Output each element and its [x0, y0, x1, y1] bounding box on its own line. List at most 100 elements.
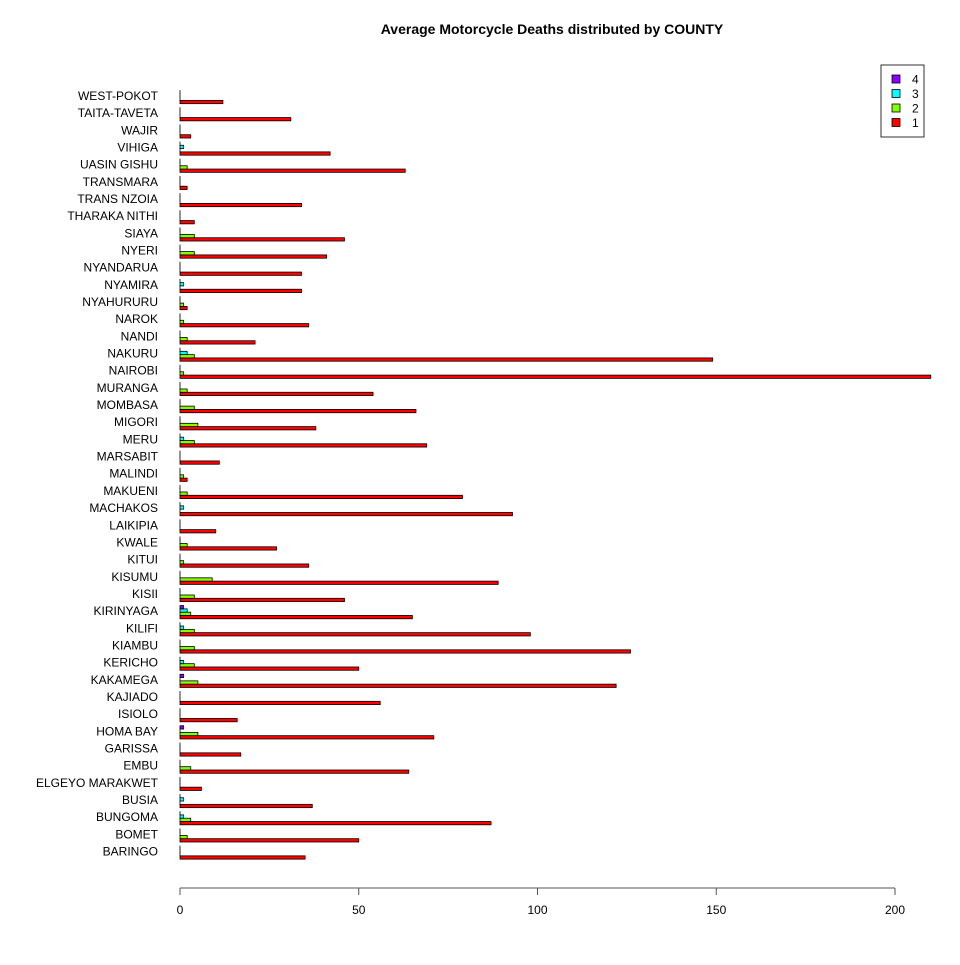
- category-label: NYAMIRA: [104, 278, 158, 292]
- bar-series-2: [180, 234, 194, 237]
- category-label: HOMA BAY: [96, 724, 158, 738]
- category-label: MIGORI: [114, 415, 158, 429]
- bar-series-2: [180, 612, 191, 615]
- category-label: SIAYA: [124, 226, 158, 240]
- category-label: KISII: [132, 587, 158, 601]
- bar-series-3: [180, 660, 184, 663]
- bar-series-3: [180, 815, 184, 818]
- bar-series-1: [180, 306, 187, 309]
- bar-series-2: [180, 475, 184, 478]
- bar-series-2: [180, 595, 194, 598]
- bar-series-2: [180, 629, 194, 632]
- category-label: ISIOLO: [118, 707, 158, 721]
- bar-series-1: [180, 255, 327, 258]
- category-label: BOMET: [115, 827, 158, 841]
- bar-series-2: [180, 440, 194, 443]
- bar-series-1: [180, 461, 219, 464]
- category-label: KIAMBU: [112, 638, 158, 652]
- category-label: GARISSA: [105, 741, 158, 755]
- category-label: MURANGA: [97, 381, 158, 395]
- bar-series-1: [180, 530, 216, 533]
- bar-series-2: [180, 543, 187, 546]
- x-tick-label: 200: [885, 903, 905, 917]
- bar-series-1: [180, 684, 616, 687]
- bar-series-1: [180, 392, 373, 395]
- bar-series-1: [180, 272, 302, 275]
- bar-series-1: [180, 581, 498, 584]
- bar-series-4: [180, 674, 184, 677]
- category-label: TRANSMARA: [83, 175, 158, 189]
- bar-series-1: [180, 186, 187, 189]
- bar-series-3: [180, 506, 184, 509]
- category-label: NAIROBI: [109, 364, 158, 378]
- category-label: BUNGOMA: [96, 810, 158, 824]
- bar-series-2: [180, 818, 191, 821]
- category-label: NYERI: [121, 244, 158, 258]
- bar-series-1: [180, 770, 409, 773]
- x-tick-label: 100: [527, 903, 547, 917]
- bar-series-1: [180, 701, 380, 704]
- bar-series-1: [180, 598, 344, 601]
- bar-series-2: [180, 355, 194, 358]
- bar-series-1: [180, 444, 427, 447]
- bar-series-3: [180, 351, 187, 354]
- category-label: MARSABIT: [97, 450, 159, 464]
- legend-label: 1: [912, 116, 919, 130]
- bar-series-2: [180, 252, 194, 255]
- legend-swatch: [892, 104, 900, 112]
- bar-series-1: [180, 856, 305, 859]
- category-label: KAJIADO: [107, 690, 158, 704]
- bar-series-1: [180, 736, 434, 739]
- category-label: LAIKIPIA: [109, 518, 158, 532]
- bar-series-1: [180, 615, 412, 618]
- bar-series-1: [180, 718, 237, 721]
- bar-series-2: [180, 303, 184, 306]
- bar-series-2: [180, 423, 198, 426]
- bar-series-4: [180, 726, 184, 729]
- bar-series-2: [180, 647, 194, 650]
- bar-series-1: [180, 118, 291, 121]
- category-label: THARAKA NITHI: [67, 209, 158, 223]
- bar-series-1: [180, 753, 241, 756]
- category-label: UASIN GISHU: [80, 158, 158, 172]
- bar-series-1: [180, 221, 194, 224]
- bar-series-1: [180, 341, 255, 344]
- bar-series-2: [180, 337, 187, 340]
- category-label: TRANS NZOIA: [77, 192, 158, 206]
- bar-series-1: [180, 169, 405, 172]
- bar-series-1: [180, 839, 359, 842]
- category-label: VIHIGA: [117, 141, 158, 155]
- category-label: TAITA-TAVETA: [78, 106, 158, 120]
- bar-series-1: [180, 564, 309, 567]
- bar-series-1: [180, 804, 312, 807]
- legend-swatch: [892, 75, 900, 83]
- legend-swatch: [892, 119, 900, 127]
- category-label: NAKURU: [107, 347, 158, 361]
- x-tick-label: 0: [177, 903, 184, 917]
- bar-series-2: [180, 561, 184, 564]
- bar-series-1: [180, 478, 187, 481]
- category-label: NANDI: [121, 329, 158, 343]
- legend-swatch: [892, 90, 900, 98]
- bar-series-2: [180, 492, 187, 495]
- bar-series-2: [180, 389, 187, 392]
- legend-label: 4: [912, 73, 919, 87]
- category-label: EMBU: [123, 759, 158, 773]
- bar-series-3: [180, 437, 184, 440]
- bar-series-3: [180, 145, 184, 148]
- bar-series-1: [180, 238, 344, 241]
- bar-series-1: [180, 358, 713, 361]
- category-label: NYAHURURU: [82, 295, 158, 309]
- bar-series-1: [180, 547, 277, 550]
- bar-series-2: [180, 320, 184, 323]
- bar-series-1: [180, 495, 462, 498]
- bar-series-1: [180, 203, 302, 206]
- bar-series-1: [180, 135, 191, 138]
- bar-series-1: [180, 667, 359, 670]
- bar-series-1: [180, 324, 309, 327]
